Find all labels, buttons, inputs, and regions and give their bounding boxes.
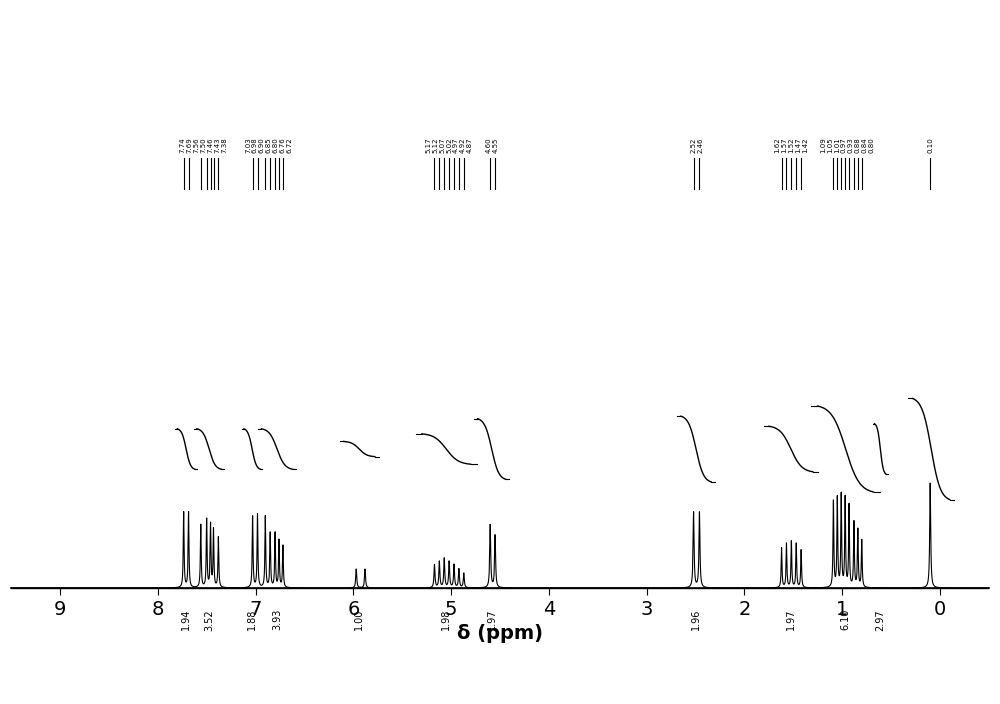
X-axis label: δ (ppm): δ (ppm): [457, 624, 543, 643]
Text: 1.62
1.57
1.52
1.47
1.42: 1.62 1.57 1.52 1.47 1.42: [774, 137, 808, 153]
Text: 7.56
7.50
7.46
7.43
7.38: 7.56 7.50 7.46 7.43 7.38: [193, 137, 227, 153]
Text: 5.17
5.12
5.07
5.02
4.97
4.92
4.87: 5.17 5.12 5.07 5.02 4.97 4.92 4.87: [425, 137, 473, 153]
Text: 1.09
1.05
1.01
0.97
0.93
0.88
0.84
0.80: 1.09 1.05 1.01 0.97 0.93 0.88 0.84 0.80: [820, 137, 875, 153]
Text: 2.97: 2.97: [875, 609, 885, 631]
Text: 1.97: 1.97: [786, 609, 796, 631]
Text: 2.52
2.46: 2.52 2.46: [690, 137, 703, 153]
Text: 3.52: 3.52: [204, 609, 214, 631]
Text: 0.10: 0.10: [927, 137, 933, 153]
Text: 7.03
6.98
6.90
6.85
6.80
6.76
6.72: 7.03 6.98 6.90 6.85 6.80 6.76 6.72: [245, 137, 293, 153]
Text: 7.74
7.69: 7.74 7.69: [180, 137, 193, 153]
Text: 3.93: 3.93: [272, 609, 282, 630]
Text: 1.98: 1.98: [441, 609, 451, 630]
Text: 4.60
4.55: 4.60 4.55: [486, 137, 499, 153]
Text: 1.00: 1.00: [354, 609, 364, 630]
Text: 1.88: 1.88: [247, 609, 257, 630]
Text: 6.10: 6.10: [841, 609, 851, 630]
Text: 1.96: 1.96: [691, 609, 701, 630]
Text: 1.94: 1.94: [181, 609, 191, 630]
Text: 1.97: 1.97: [487, 609, 497, 631]
